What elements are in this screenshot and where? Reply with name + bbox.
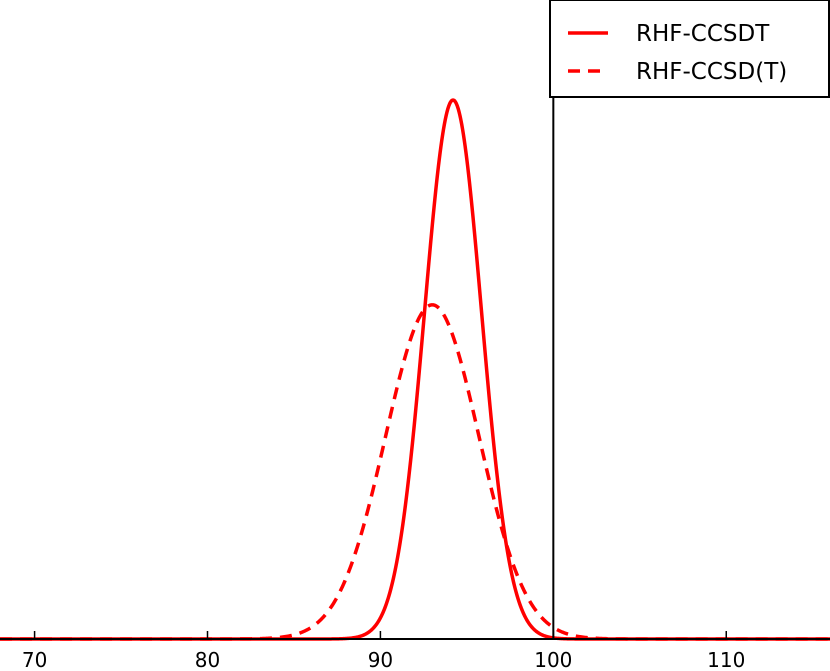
- x-axis: 70 80 90 100 110: [0, 631, 830, 671]
- x-tick-label-110: 110: [707, 648, 745, 671]
- legend-box: [549, 0, 830, 98]
- x-tick-label-90: 90: [368, 648, 393, 671]
- legend-label-1: RHF-CCSDT: [636, 21, 770, 47]
- series-line-2: [0, 303, 830, 641]
- x-tick-label-70: 70: [22, 648, 47, 671]
- x-tick-label-80: 80: [195, 648, 220, 671]
- legend: RHF-CCSDT RHF-CCSD(T): [549, 0, 830, 98]
- legend-label-2: RHF-CCSD(T): [636, 59, 787, 85]
- x-tick-label-100: 100: [534, 648, 572, 671]
- series-line-1: [0, 98, 830, 641]
